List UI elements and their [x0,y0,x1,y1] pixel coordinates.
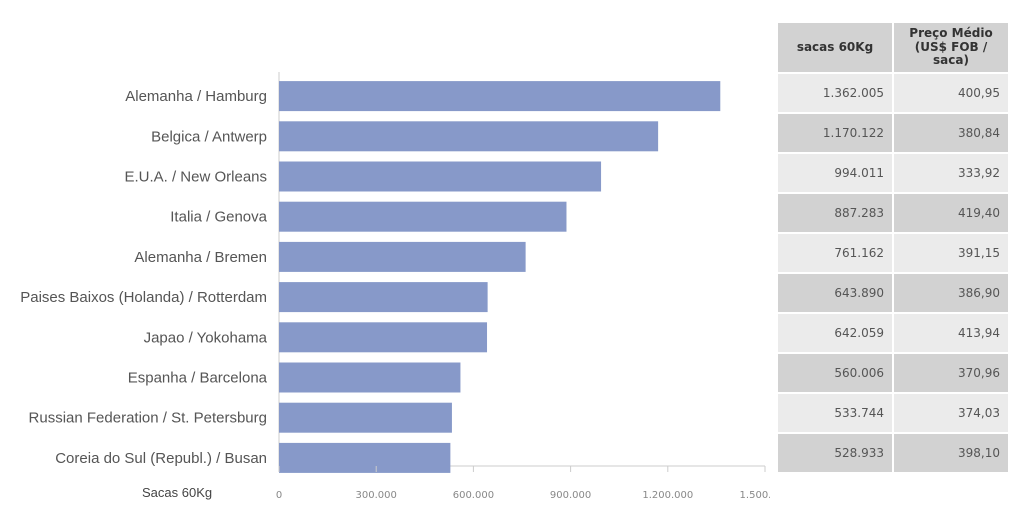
x-axis-title: Sacas 60Kg [142,485,212,500]
bar [279,402,452,433]
x-tick-label: 300.000 [356,490,397,501]
category-label: Paises Baixos (Holanda) / Rotterdam [20,289,267,306]
bar [279,442,451,473]
cell-preco-medio: 398,10 [894,434,1008,472]
table-row: 560.006 370,96 [778,354,1008,392]
cell-sacas: 643.890 [778,274,892,312]
bar [279,362,461,393]
category-label: Japao / Yokohama [144,329,268,346]
table-row: 1.362.005 400,95 [778,74,1008,112]
cell-preco-medio: 386,90 [894,274,1008,312]
header-sacas: sacas 60Kg [778,23,892,72]
table-row: 533.744 374,03 [778,394,1008,432]
cell-sacas: 528.933 [778,434,892,472]
table-row: 528.933 398,10 [778,434,1008,472]
bar [279,121,659,152]
data-table: sacas 60Kg Preço Médio (US$ FOB / saca) … [776,21,1010,474]
bar [279,241,526,272]
category-label: Italia / Genova [170,209,267,226]
bar-chart: Alemanha / Hamburg Belgica / Antwerp E.U.A… [20,72,770,501]
cell-preco-medio: 370,96 [894,354,1008,392]
x-tick-label: 0 [276,490,282,501]
cell-sacas: 994.011 [778,154,892,192]
table-row: 642.059 413,94 [778,314,1008,352]
cell-preco-medio: 391,15 [894,234,1008,272]
cell-sacas: 642.059 [778,314,892,352]
bar [279,201,567,232]
table-row: 761.162 391,15 [778,234,1008,272]
cell-sacas: 761.162 [778,234,892,272]
x-tick-label: 900.000 [550,490,591,501]
cell-sacas: 1.170.122 [778,114,892,152]
x-tick-label: 1.500.000 [740,490,770,501]
cell-preco-medio: 413,94 [894,314,1008,352]
cell-preco-medio: 380,84 [894,114,1008,152]
table-row: 1.170.122 380,84 [778,114,1008,152]
x-tick-label: 600.000 [453,490,494,501]
table-header-row: sacas 60Kg Preço Médio (US$ FOB / saca) [778,23,1008,72]
category-label: Belgica / Antwerp [151,128,267,145]
category-label: Alemanha / Bremen [134,249,267,266]
bar [279,282,488,313]
table-row: 887.283 419,40 [778,194,1008,232]
table-row: 643.890 386,90 [778,274,1008,312]
cell-sacas: 533.744 [778,394,892,432]
cell-preco-medio: 400,95 [894,74,1008,112]
category-label: Coreia do Sul (Republ.) / Busan [55,450,267,467]
cell-preco-medio: 333,92 [894,154,1008,192]
cell-preco-medio: 419,40 [894,194,1008,232]
x-tick-label: 1.200.000 [642,490,693,501]
table-row: 994.011 333,92 [778,154,1008,192]
category-label: Espanha / Barcelona [128,370,268,387]
cell-sacas: 1.362.005 [778,74,892,112]
cell-sacas: 560.006 [778,354,892,392]
bar [279,161,602,192]
bar [279,322,488,353]
bar [279,81,721,112]
category-label: Alemanha / Hamburg [125,88,267,105]
category-label: E.U.A. / New Orleans [124,169,267,186]
header-preco-medio: Preço Médio (US$ FOB / saca) [894,23,1008,72]
cell-sacas: 887.283 [778,194,892,232]
category-label: Russian Federation / St. Petersburg [29,410,267,427]
cell-preco-medio: 374,03 [894,394,1008,432]
